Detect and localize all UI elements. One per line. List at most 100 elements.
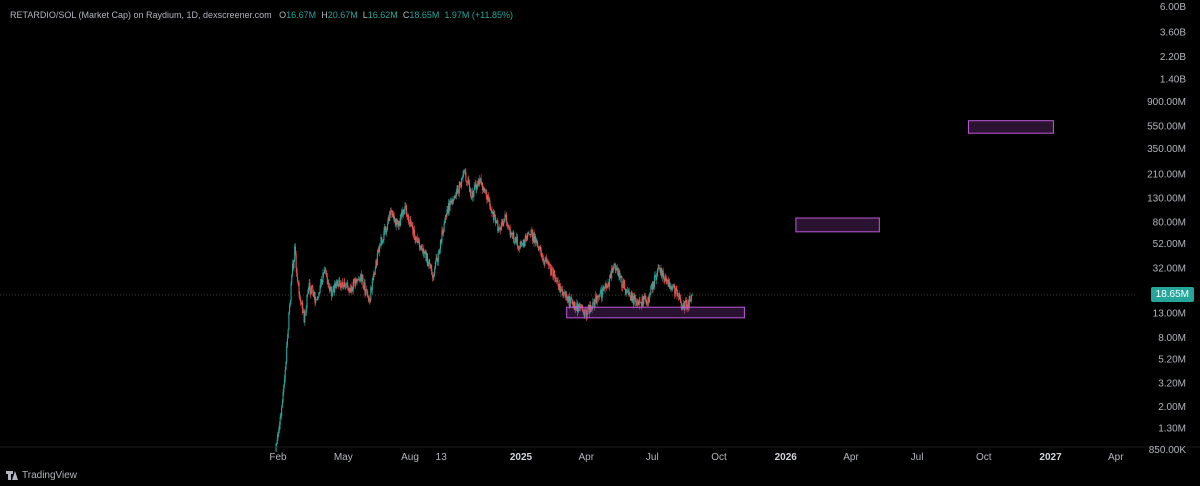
candle xyxy=(443,220,445,233)
candle xyxy=(378,245,380,253)
candle-body xyxy=(495,220,497,224)
candle-body xyxy=(613,265,615,270)
candle xyxy=(620,275,622,279)
candle-body xyxy=(498,227,500,229)
candle-body xyxy=(310,285,312,294)
candle xyxy=(402,208,405,219)
price-tick-label: 5.20M xyxy=(1158,354,1186,365)
candle-body xyxy=(388,217,390,221)
candle xyxy=(323,271,325,278)
candle xyxy=(454,194,456,199)
candle-body xyxy=(555,280,558,282)
candle xyxy=(524,238,526,248)
candle-body xyxy=(330,286,332,290)
candle xyxy=(289,299,291,308)
candle-body xyxy=(479,179,481,185)
candle xyxy=(661,269,663,282)
candle xyxy=(558,279,560,293)
candle xyxy=(482,185,484,193)
candle xyxy=(368,296,370,305)
candle xyxy=(460,177,463,190)
candle-body xyxy=(522,239,524,245)
candle-body xyxy=(672,286,674,290)
candle-body xyxy=(431,268,433,275)
candle xyxy=(473,189,475,202)
candle-body xyxy=(374,268,376,275)
candle xyxy=(463,169,465,174)
candle-body xyxy=(525,235,527,239)
candle-body xyxy=(664,276,666,282)
candle-body xyxy=(577,307,579,313)
candle-body xyxy=(346,282,348,285)
candle xyxy=(367,291,369,297)
candle xyxy=(592,297,594,310)
candle-body xyxy=(290,282,292,301)
zone-box[interactable] xyxy=(968,120,1054,134)
price-tick-label: 3.20M xyxy=(1158,379,1186,390)
candle-body xyxy=(336,280,339,286)
time-axis[interactable]: Feb May Aug 13 2025 Apr Jul Oct 2026 Apr Jul Oct 202… xyxy=(269,452,1124,463)
candle-body xyxy=(593,302,595,307)
candle-body xyxy=(366,290,368,295)
candle xyxy=(608,274,611,291)
candle-body xyxy=(300,302,302,305)
candle-body xyxy=(452,199,455,202)
candle-body xyxy=(312,293,315,297)
candle xyxy=(324,267,326,272)
candle-body xyxy=(442,230,444,234)
candle xyxy=(392,211,394,219)
candle-body xyxy=(625,291,627,295)
candle xyxy=(634,292,636,300)
candle xyxy=(685,297,687,303)
candle-body xyxy=(445,215,447,221)
candle-body xyxy=(630,292,632,301)
symbol-legend: RETARDIO/SOL (Market Cap) on Raydium, 1D… xyxy=(10,10,513,20)
candle xyxy=(439,248,441,256)
candle xyxy=(504,210,506,223)
candle-body xyxy=(299,294,301,299)
candle-body xyxy=(622,280,624,288)
candle-body xyxy=(323,269,325,273)
candle-body xyxy=(615,269,617,270)
candle xyxy=(574,301,576,311)
candle xyxy=(373,270,375,281)
candle-body xyxy=(579,307,582,309)
candle xyxy=(413,225,415,240)
candle-body xyxy=(356,279,358,283)
candle-body xyxy=(362,275,364,286)
candle xyxy=(570,296,572,300)
candle-body xyxy=(689,296,691,302)
candle xyxy=(444,217,446,225)
candle-body xyxy=(441,230,443,243)
candle xyxy=(376,258,378,268)
candle xyxy=(464,168,466,176)
candle xyxy=(430,263,432,272)
candle-body xyxy=(451,200,453,203)
candle-body xyxy=(598,294,600,298)
candle xyxy=(492,211,494,215)
candle-body xyxy=(659,267,661,273)
candle-body xyxy=(621,276,623,288)
candle-body xyxy=(511,232,513,235)
candle-body xyxy=(487,195,489,200)
tradingview-brand[interactable]: TradingView xyxy=(6,470,77,481)
candle xyxy=(563,289,566,296)
candle-body xyxy=(592,302,594,308)
candle-body xyxy=(450,200,452,203)
candle xyxy=(303,308,305,324)
candle xyxy=(344,282,347,290)
candle-body xyxy=(619,275,621,279)
candle-body xyxy=(349,288,352,292)
candle-body xyxy=(295,253,297,269)
zone-box[interactable] xyxy=(566,306,745,319)
candle xyxy=(604,282,606,294)
candle-body xyxy=(571,298,573,301)
candle xyxy=(363,278,365,291)
zone-box[interactable] xyxy=(795,217,880,233)
candle-body xyxy=(413,229,415,238)
candle xyxy=(486,191,488,205)
price-tick-label: 52.00M xyxy=(1153,239,1186,250)
price-axis[interactable]: 6.00B 3.60B 2.20B 1.40B 900.00M 550.00M 350.00… xyxy=(1147,2,1186,456)
candle-body xyxy=(397,221,399,227)
